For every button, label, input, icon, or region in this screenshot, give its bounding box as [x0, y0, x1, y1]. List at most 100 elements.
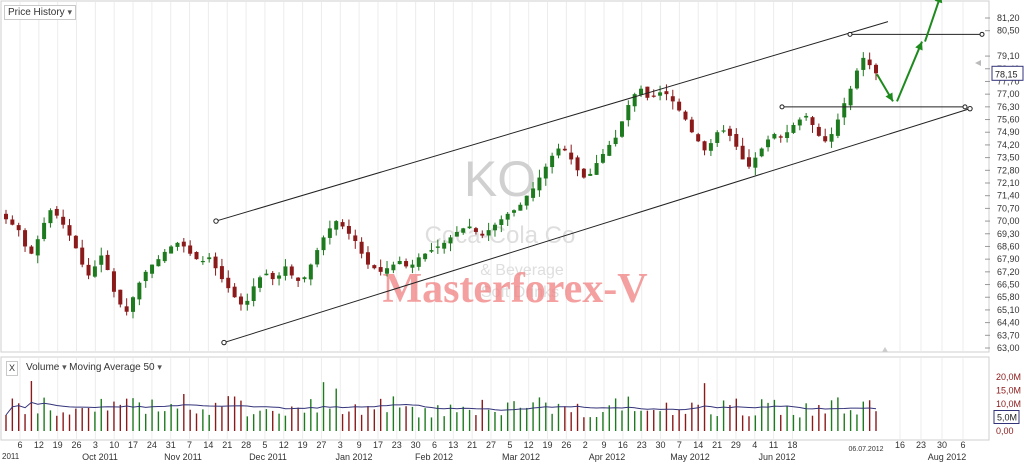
candle-body	[340, 222, 345, 227]
candle-body	[588, 173, 593, 176]
volume-bars	[5, 381, 877, 431]
x-day-label: 6	[960, 440, 965, 450]
x-day-label: 16	[618, 440, 628, 450]
candle-body	[289, 266, 294, 276]
moving-average-dropdown-icon[interactable]: ▾	[157, 362, 162, 372]
candle-body	[607, 144, 612, 156]
candle-body	[512, 210, 517, 213]
candle-body	[124, 306, 129, 312]
price-tick-label: 75,60	[997, 115, 1020, 125]
x-month-label: Dec 2011	[249, 452, 287, 462]
candle-body	[619, 121, 624, 137]
x-day-label: 7	[187, 440, 192, 450]
x-day-label: 3	[338, 440, 343, 450]
price-tick-label: 72,10	[997, 178, 1020, 188]
price-tick-label: 65,80	[997, 292, 1020, 302]
axes-labels: 6 12 19 26 3 10 17 24 31 7 14 21 28 5 12 19 27 3 9 17 23 30 6 1…	[2, 13, 1024, 462]
candle-body	[219, 266, 224, 280]
candle-body	[613, 137, 618, 145]
candle-body	[251, 286, 256, 302]
candle-body	[569, 152, 574, 160]
candle-body	[391, 264, 396, 271]
x-day-label: 30	[656, 440, 666, 450]
channel-upper-handle	[213, 218, 219, 224]
candle-body	[734, 134, 739, 147]
candle-body	[766, 139, 771, 148]
candle-body	[143, 271, 148, 282]
x-day-label: 31	[166, 440, 176, 450]
x-day-label: 21	[222, 440, 232, 450]
candle-body	[385, 268, 390, 274]
candle-body	[581, 168, 586, 178]
x-day-label: 30	[411, 440, 421, 450]
x-day-label: 5	[507, 440, 512, 450]
candle-body	[54, 208, 59, 216]
x-month-label: Mar 2012	[502, 452, 540, 462]
x-day-label: 14	[693, 440, 703, 450]
candle-body	[467, 226, 472, 229]
price-tick-label: 67,20	[997, 267, 1020, 277]
x-day-label: 5	[262, 440, 267, 450]
candle-body	[556, 148, 561, 156]
projection-arrow-line	[924, 0, 941, 42]
candle-body	[670, 96, 675, 102]
grid-lines	[19, 2, 990, 439]
volume-tick-label: 15,0M	[996, 386, 1021, 396]
price-tick-label: 79,10	[997, 51, 1020, 61]
price-axis-area	[990, 1, 1023, 352]
candle-body	[194, 251, 199, 260]
candle-body	[35, 239, 40, 256]
x-day-label: 14	[203, 440, 213, 450]
price-tick-label: 77,00	[997, 89, 1020, 99]
candle-body	[543, 166, 548, 179]
price-tick-label: 66,50	[997, 280, 1020, 290]
x-day-label: 17	[373, 440, 383, 450]
price-tick-label: 77,70	[997, 76, 1020, 86]
x-day-label: 3	[93, 440, 98, 450]
price-tick-label: 80,50	[997, 26, 1020, 36]
candle-body	[188, 245, 193, 254]
candle-body	[131, 297, 136, 312]
candle-body	[80, 247, 85, 265]
x-day-label: 17	[128, 440, 138, 450]
volume-tick-label: 10,0M	[996, 399, 1021, 409]
projection-arrow-head	[934, 0, 943, 4]
candle-body	[639, 88, 644, 95]
candle-body	[238, 296, 243, 305]
candle-body	[461, 228, 466, 233]
last-volume-box	[993, 410, 1020, 424]
candle-body	[867, 59, 872, 66]
price-history-tab[interactable]: Price History ▾	[4, 5, 76, 20]
price-history-label: Price History	[8, 7, 65, 18]
projection-arrow-line	[896, 41, 923, 102]
x-current-date-label: 06.07.2012	[848, 446, 883, 453]
volume-label[interactable]: Volume	[26, 362, 60, 373]
candle-body	[42, 222, 47, 239]
candle-body	[162, 251, 167, 262]
channel-lower-handle-left	[221, 339, 227, 346]
dropdown-arrow-icon[interactable]: ▾	[67, 7, 72, 17]
candle-body	[365, 252, 370, 265]
watermark-brand: Masterforex-V	[382, 266, 647, 312]
volume-close-button[interactable]: X	[6, 361, 19, 376]
candle-body	[575, 157, 580, 171]
candle-body	[785, 132, 790, 138]
candle-body	[4, 213, 8, 220]
volume-tick-label: 0,00	[996, 426, 1014, 436]
x-day-label: 7	[677, 440, 682, 450]
candle-body	[99, 255, 104, 265]
candle-body	[92, 266, 97, 277]
x-day-label: 27	[486, 440, 496, 450]
candle-body	[283, 266, 288, 276]
candle-body	[16, 225, 21, 231]
candle-body	[423, 253, 428, 260]
volume-dropdown-icon[interactable]: ▾	[62, 362, 70, 372]
candle-body	[816, 126, 821, 136]
candle-body	[492, 224, 497, 231]
channel-upper-line	[215, 21, 889, 222]
price-tick-label: 70,70	[997, 203, 1020, 213]
candle-body	[105, 254, 110, 271]
channel-lower-line	[223, 108, 971, 344]
moving-average-label[interactable]: Moving Average 50	[69, 362, 155, 373]
candle-body	[175, 242, 180, 247]
